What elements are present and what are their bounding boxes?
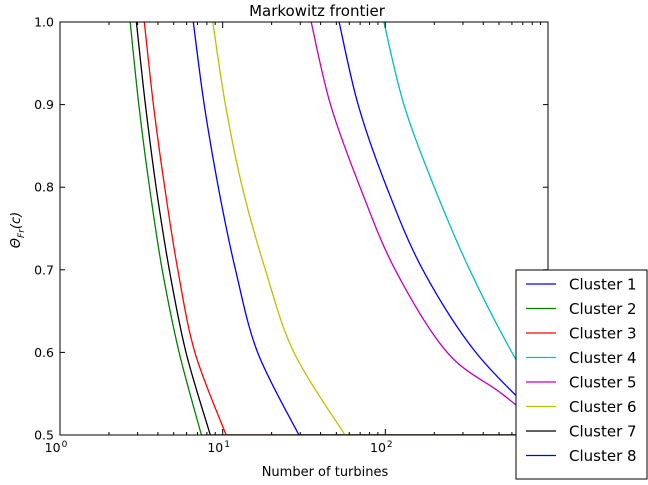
series-line-2 — [129, 22, 548, 435]
y-tick-label: 0.5 — [34, 428, 54, 443]
legend-label: Cluster 3 — [569, 325, 637, 343]
legend-label: Cluster 4 — [569, 349, 637, 367]
series-line-3 — [143, 22, 548, 435]
y-tick-label: 0.7 — [34, 262, 54, 277]
axis-ticks: 0.5 0.6 0.7 0.8 0.9 1.0 100 101 102 — [34, 15, 548, 455]
y-tick-label: 0.8 — [34, 180, 54, 195]
x-axis-label: Number of turbines — [262, 465, 389, 480]
y-tick-label: 0.6 — [34, 345, 54, 360]
series-line-4 — [383, 22, 548, 411]
plot-frame — [59, 21, 549, 436]
legend-label: Cluster 8 — [569, 447, 637, 465]
x-tick-label: 100 — [45, 440, 68, 455]
series-line-8 — [338, 22, 548, 428]
series-line-7 — [135, 22, 548, 435]
legend-label: Cluster 7 — [569, 423, 637, 441]
series-line-1 — [192, 22, 548, 435]
chart-title: Markowitz frontier — [249, 2, 386, 20]
legend-box — [515, 269, 648, 480]
y-tick-label: 1.0 — [34, 15, 54, 30]
legend-label: Cluster 2 — [569, 300, 637, 318]
series-line-5 — [310, 22, 548, 432]
legend-label: Cluster 6 — [569, 398, 637, 416]
y-axis-label: ΘFr(c) — [9, 212, 27, 248]
legend-label: Cluster 1 — [569, 276, 637, 294]
legend: Cluster 1 Cluster 2 Cluster 3 Cluster 4 Clus… — [515, 269, 648, 480]
series-layer — [129, 22, 548, 435]
legend-label: Cluster 5 — [569, 374, 637, 392]
x-tick-label: 101 — [207, 440, 230, 455]
y-tick-label: 0.9 — [34, 97, 54, 112]
series-line-6 — [212, 22, 548, 435]
x-tick-label: 102 — [370, 440, 393, 455]
